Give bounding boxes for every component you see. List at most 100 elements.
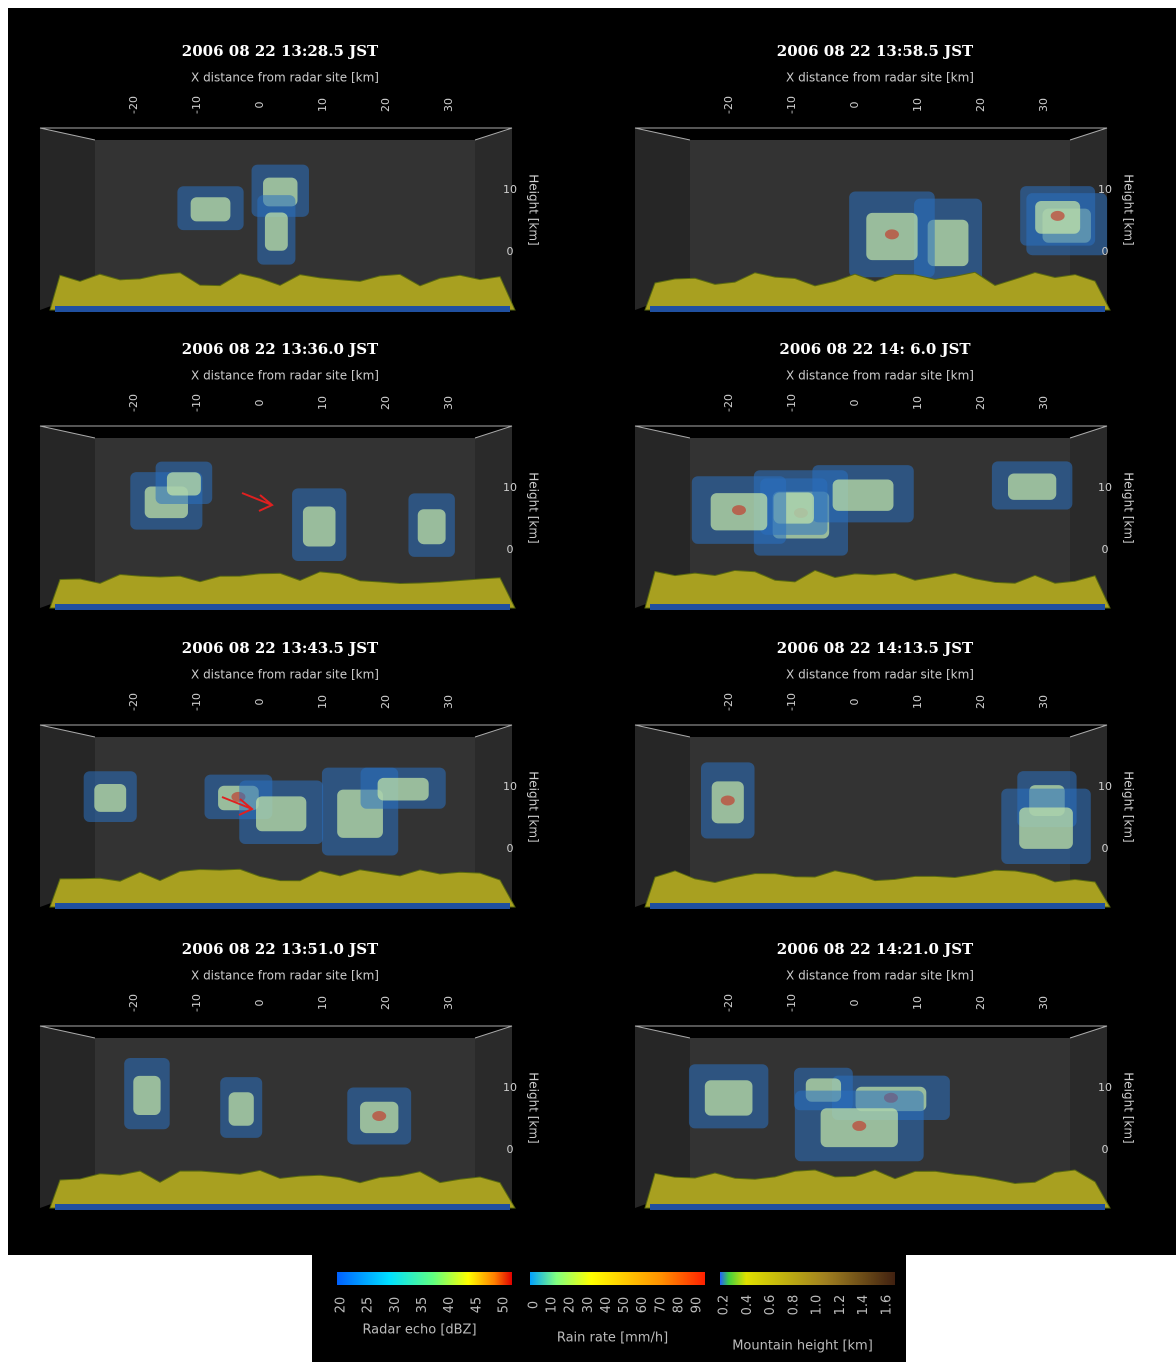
x-tick-label: 0: [848, 400, 861, 407]
x-tick-label: 30: [1037, 996, 1050, 1010]
colorbar-tick-label: 80: [671, 1297, 686, 1314]
x-tick-label: 20: [379, 98, 392, 112]
x-tick-label: 0: [848, 699, 861, 706]
y-tick-label: 0: [507, 245, 514, 258]
x-tick-label: -20: [722, 693, 735, 711]
terrain-base: [650, 306, 1105, 312]
x-axis-label: X distance from radar site [km]: [191, 369, 379, 383]
colorbar-tick-label: 1.4: [856, 1295, 871, 1316]
x-tick-label: -10: [785, 394, 798, 412]
y-tick-label: 10: [1098, 780, 1112, 793]
colorbar-tick-label: 0.8: [786, 1295, 801, 1316]
x-tick-label: 30: [1037, 98, 1050, 112]
x-tick-label: -20: [127, 693, 140, 711]
x-tick-label: 20: [974, 396, 987, 410]
colorbar: [337, 1272, 512, 1285]
echo-core: [1008, 473, 1056, 499]
echo-core: [1019, 807, 1073, 848]
x-tick-label: 10: [911, 695, 924, 709]
colorbar-tick-label: 35: [415, 1297, 430, 1314]
colorbar-tick-label: 50: [497, 1297, 512, 1314]
x-tick-label: 10: [316, 996, 329, 1010]
y-tick-label: 10: [503, 780, 517, 793]
y-tick-label: 0: [507, 1143, 514, 1156]
x-tick-label: -20: [722, 394, 735, 412]
x-axis-label: X distance from radar site [km]: [191, 668, 379, 682]
y-tick-label: 10: [503, 1081, 517, 1094]
echo-peak: [732, 505, 746, 515]
y-tick-label: 0: [1102, 842, 1109, 855]
x-tick-label: 30: [442, 996, 455, 1010]
x-tick-label: 10: [316, 695, 329, 709]
colorbar-tick-label: 45: [469, 1297, 484, 1314]
colorbar-tick-label: 1.2: [833, 1295, 848, 1316]
x-tick-label: -10: [190, 693, 203, 711]
x-axis-label: X distance from radar site [km]: [191, 71, 379, 85]
panel-title: 2006 08 22 13:36.0 JST: [182, 340, 379, 358]
terrain-base: [55, 1204, 510, 1210]
panel-title: 2006 08 22 13:43.5 JST: [182, 639, 379, 657]
echo-core: [167, 472, 201, 495]
x-tick-label: 0: [253, 1000, 266, 1007]
colorbar-tick-label: 20: [334, 1297, 349, 1314]
y-tick-label: 10: [503, 481, 517, 494]
colorbar-tick-label: 40: [599, 1297, 614, 1314]
echo-peak: [1051, 211, 1065, 221]
y-axis-label: Height [km]: [1122, 174, 1136, 245]
y-axis-label: Height [km]: [1122, 771, 1136, 842]
y-tick-label: 10: [1098, 1081, 1112, 1094]
panel-title: 2006 08 22 14: 6.0 JST: [779, 340, 971, 358]
panel-title: 2006 08 22 13:28.5 JST: [182, 42, 379, 60]
x-tick-label: 20: [379, 695, 392, 709]
x-tick-label: 20: [974, 98, 987, 112]
y-axis-label: Height [km]: [527, 174, 541, 245]
panel-title: 2006 08 22 14:21.0 JST: [777, 940, 974, 958]
x-tick-label: 30: [442, 396, 455, 410]
y-tick-label: 0: [507, 543, 514, 556]
terrain-base: [55, 306, 510, 312]
x-tick-label: -10: [190, 394, 203, 412]
x-tick-label: 10: [911, 996, 924, 1010]
x-axis-label: X distance from radar site [km]: [786, 369, 974, 383]
x-tick-label: 0: [253, 400, 266, 407]
y-axis-label: Height [km]: [527, 472, 541, 543]
x-tick-label: 30: [442, 98, 455, 112]
x-tick-label: 20: [974, 996, 987, 1010]
y-axis-label: Height [km]: [527, 771, 541, 842]
x-tick-label: -10: [190, 96, 203, 114]
y-tick-label: 10: [1098, 183, 1112, 196]
x-tick-label: -20: [722, 994, 735, 1012]
x-tick-label: 20: [379, 996, 392, 1010]
x-axis-label: X distance from radar site [km]: [786, 969, 974, 983]
colorbar-tick-label: 70: [653, 1297, 668, 1314]
x-tick-label: 20: [379, 396, 392, 410]
y-axis-label: Height [km]: [527, 1072, 541, 1143]
x-tick-label: -20: [127, 994, 140, 1012]
terrain-base: [55, 604, 510, 610]
x-tick-label: 10: [911, 396, 924, 410]
x-tick-label: 10: [316, 396, 329, 410]
colorbar-tick-label: 20: [563, 1297, 578, 1314]
colorbar-tick-label: 30: [581, 1297, 596, 1314]
colorbar-tick-label: 0.6: [763, 1295, 778, 1316]
colorbar: [720, 1272, 895, 1285]
colorbar-tick-label: 1.0: [810, 1295, 825, 1316]
echo-core: [418, 509, 446, 544]
y-tick-label: 0: [1102, 543, 1109, 556]
echo-peak: [721, 795, 735, 805]
terrain-base: [650, 903, 1105, 909]
echo-core: [94, 784, 126, 812]
echo-core: [705, 1080, 753, 1115]
x-axis-label: X distance from radar site [km]: [786, 668, 974, 682]
echo-core: [229, 1092, 254, 1125]
terrain-base: [650, 604, 1105, 610]
y-tick-label: 10: [503, 183, 517, 196]
x-tick-label: 0: [253, 102, 266, 109]
x-tick-label: 10: [316, 98, 329, 112]
x-tick-label: 0: [253, 699, 266, 706]
x-tick-label: -10: [785, 96, 798, 114]
colorbar-tick-label: 40: [442, 1297, 457, 1314]
panel-title: 2006 08 22 13:51.0 JST: [182, 940, 379, 958]
y-axis-label: Height [km]: [1122, 1072, 1136, 1143]
colorbar-tick-label: 50: [617, 1297, 632, 1314]
